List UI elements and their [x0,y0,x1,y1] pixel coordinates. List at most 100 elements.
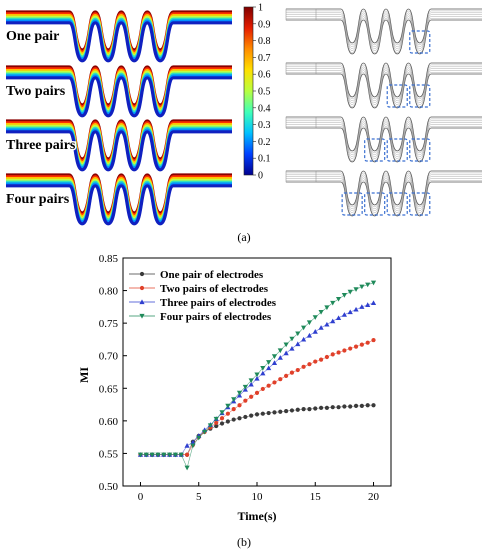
streamline [286,174,482,210]
y-tick-label: 0.80 [99,286,119,298]
series [137,300,377,457]
colorbar-tick-label: 1 [258,3,263,14]
data-point [295,367,300,373]
data-point [254,390,260,395]
data-point [301,325,307,331]
streamline [286,172,482,208]
data-point [236,390,243,396]
channel-wall [286,19,482,55]
y-tick-label: 0.60 [99,416,119,428]
data-point [201,429,208,435]
streamline [286,18,482,53]
data-point [359,304,365,309]
data-point [272,380,277,385]
data-point [348,346,353,351]
data-point [248,381,254,387]
colorbar-tick-label: 0.3 [258,120,271,131]
channel-wall [286,127,482,163]
colorbar-tick-label: 0.4 [258,103,271,114]
data-point [318,309,324,315]
data-point [353,403,359,408]
y-tick-label: 0.85 [99,253,119,265]
mi-line-chart: 0 5 10 15 20 0.50 0.55 0.60 0.65 0.70 0.75 0.80 0.8… [77,253,392,523]
streamline [286,70,482,105]
data-point [237,403,242,408]
colorbar-gradient [243,6,254,176]
data-point [347,309,353,315]
x-axis-label: Time(s) [237,509,276,523]
data-point [277,355,283,360]
streamline [286,72,482,107]
row-label: Four pairs [6,192,70,207]
data-point [307,362,312,367]
concentration-band [6,130,232,172]
contour-panel: One pair [5,10,232,63]
data-point [184,452,190,457]
data-point [266,365,272,371]
streamline-panel [285,62,482,109]
contour-panel: Two pairs [5,65,232,118]
data-point [178,452,184,458]
data-point [137,452,144,458]
data-point [365,340,370,345]
x-tick-label: 15 [310,491,322,503]
data-point [365,282,371,288]
data-point [271,354,278,359]
data-point [260,366,266,371]
data-point [231,417,236,422]
y-axis-ticks: 0.50 0.55 0.60 0.65 0.70 0.75 0.80 0.85 [99,253,127,493]
data-point [254,375,260,381]
data-point [139,299,145,305]
streamline [286,178,482,213]
y-tick-label: 0.50 [99,481,119,493]
data-point [278,409,283,414]
legend-label: Four pairs of electrodes [160,311,272,323]
x-tick-label: 20 [368,491,380,503]
data-point [370,300,377,306]
y-tick-label: 0.70 [99,351,119,363]
data-point [167,452,173,458]
data-point [348,404,353,409]
legend-label: One pair of electrodes [160,269,264,281]
data-point [254,372,260,378]
data-point [184,443,190,448]
row-label: Three pairs [6,138,76,153]
streamline [286,64,482,100]
data-point [278,377,283,382]
x-tick-label: 0 [138,491,144,503]
data-point [184,465,190,471]
data-point [307,407,312,412]
inlet-region [285,170,317,183]
colorbar-tick-label: 0.1 [258,154,271,165]
series [138,403,376,457]
colorbar-tick-label: 0.5 [258,87,271,98]
data-point [295,407,300,412]
data-point [139,285,145,291]
data-point [342,348,347,353]
x-tick-label: 10 [252,491,264,503]
colorbar-tick-label: 0.6 [258,70,271,81]
legend-label: Three pairs of electrodes [160,297,277,309]
data-point [371,403,376,408]
data-point [214,420,219,425]
data-point [242,384,248,390]
inlet-region [285,8,317,21]
row-label: One pair [6,29,59,44]
y-tick-label: 0.75 [99,318,119,330]
electrode-region [409,30,431,54]
data-point [172,452,179,458]
data-point [213,416,219,422]
data-point [347,289,353,295]
data-point [289,345,295,351]
electrode-region [364,192,386,216]
streamline-panel [285,116,482,163]
data-point [219,421,225,426]
data-point [324,321,330,327]
electrode-region [341,192,363,216]
streamline [286,176,482,211]
data-point [231,397,237,402]
electrode-region [409,138,431,162]
data-point [335,296,342,302]
data-point [248,378,254,384]
data-point [365,302,371,307]
